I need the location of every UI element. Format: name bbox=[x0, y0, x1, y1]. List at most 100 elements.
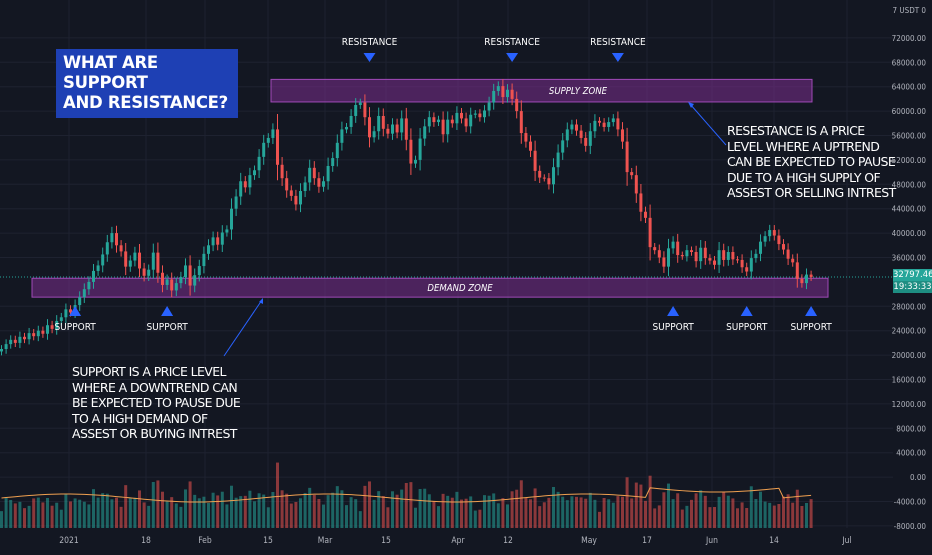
volume-bar bbox=[515, 489, 519, 528]
candle-body bbox=[800, 278, 804, 284]
volume-bar bbox=[13, 503, 17, 528]
candle-body bbox=[257, 156, 261, 171]
candle-body bbox=[786, 249, 790, 259]
note-line: ASSEST OR BUYING INTREST bbox=[72, 426, 237, 441]
volume-bar bbox=[657, 505, 661, 528]
candle-body bbox=[303, 182, 307, 192]
candle-body bbox=[662, 257, 666, 267]
volume-bar bbox=[717, 496, 721, 528]
candle-body bbox=[243, 181, 247, 188]
volume-bar bbox=[165, 501, 169, 528]
volume-bar bbox=[322, 504, 325, 528]
volume-bar bbox=[506, 504, 509, 528]
candle-body bbox=[524, 133, 528, 142]
candle-body bbox=[510, 89, 514, 99]
volume-bar bbox=[538, 506, 542, 528]
candle-body bbox=[220, 232, 224, 245]
volume-bar bbox=[243, 495, 247, 528]
volume-bar bbox=[736, 508, 739, 528]
candle-body bbox=[326, 166, 330, 182]
candle-body bbox=[584, 137, 588, 146]
candle-body bbox=[239, 181, 243, 197]
volume-bar bbox=[690, 499, 693, 528]
demand-zone-band bbox=[31, 277, 829, 298]
candle-body bbox=[142, 268, 146, 276]
candle-body bbox=[529, 141, 532, 151]
candle-body bbox=[542, 177, 546, 179]
volume-bar bbox=[648, 475, 652, 528]
candle-body bbox=[46, 325, 49, 334]
volume-bar bbox=[414, 507, 417, 528]
candle-body bbox=[193, 275, 197, 286]
candle-body bbox=[437, 119, 440, 123]
volume-bar bbox=[225, 504, 229, 528]
time-tick-label: 15 bbox=[381, 536, 391, 546]
volume-bar bbox=[588, 492, 592, 528]
volume-bar bbox=[220, 491, 224, 528]
volume-bar bbox=[533, 488, 537, 528]
volume-bar bbox=[621, 496, 624, 528]
volume-bar bbox=[395, 494, 399, 528]
price-tick-label: 0.00 bbox=[910, 473, 926, 482]
candle-body bbox=[124, 251, 128, 267]
volume-bar bbox=[473, 510, 477, 528]
volume-bar bbox=[478, 509, 482, 528]
volume-bars bbox=[0, 462, 813, 528]
candle-body bbox=[335, 142, 339, 159]
volume-bar bbox=[386, 507, 390, 528]
candle-body bbox=[363, 102, 367, 118]
price-tick-label: 28000.00 bbox=[892, 302, 927, 311]
volume-bar bbox=[82, 501, 86, 528]
candle-body bbox=[4, 344, 8, 349]
price-axis: 72000.00 68000.00 64000.00 60000.00 56000.00… bbox=[892, 6, 927, 531]
candle-body bbox=[809, 274, 813, 278]
candle-body bbox=[432, 117, 436, 123]
volume-bar bbox=[234, 497, 238, 528]
volume-bar bbox=[644, 500, 647, 528]
volume-bar bbox=[409, 482, 413, 528]
candle-countdown-tag: 19:33:33 bbox=[893, 281, 932, 293]
candle-body bbox=[552, 167, 555, 185]
candle-body bbox=[50, 325, 54, 329]
candle-body bbox=[593, 120, 597, 132]
candle-body bbox=[18, 336, 22, 343]
price-tick-label: 16000.00 bbox=[892, 376, 927, 385]
volume-bar bbox=[437, 506, 440, 528]
candle-body bbox=[763, 236, 767, 242]
volume-bar bbox=[671, 499, 675, 528]
candle-body bbox=[621, 129, 624, 142]
volume-bar bbox=[759, 491, 762, 528]
volume-bar bbox=[570, 496, 574, 528]
volume-bar bbox=[207, 503, 210, 528]
support-up-arrow bbox=[161, 306, 174, 316]
candle-body bbox=[713, 260, 716, 265]
volume-bar bbox=[345, 505, 348, 528]
candle-body bbox=[772, 230, 776, 236]
volume-bar bbox=[432, 501, 436, 528]
title-line: AND RESISTANCE? bbox=[63, 93, 228, 112]
candle-body bbox=[156, 252, 160, 273]
volume-bar bbox=[529, 499, 532, 528]
volume-bar bbox=[18, 501, 22, 528]
volume-bar bbox=[115, 497, 118, 528]
price-tick-label: 4000.00 bbox=[896, 449, 926, 458]
candle-body bbox=[492, 90, 496, 103]
volume-bar bbox=[598, 511, 601, 528]
volume-bar bbox=[639, 484, 643, 528]
support-up-arrow bbox=[667, 306, 680, 316]
volume-bar bbox=[78, 499, 82, 528]
candle-body bbox=[473, 113, 477, 115]
candle-body bbox=[147, 269, 151, 276]
price-tick-label: 12000.00 bbox=[892, 400, 927, 409]
candle-body bbox=[611, 118, 615, 123]
candle-body bbox=[294, 195, 298, 205]
candle-body bbox=[170, 279, 174, 291]
candle-body bbox=[639, 193, 643, 212]
volume-bar bbox=[616, 496, 620, 528]
volume-bar bbox=[41, 502, 45, 528]
candle-body bbox=[722, 250, 726, 260]
candle-body bbox=[736, 259, 739, 261]
volume-bar bbox=[179, 506, 183, 528]
volume-bar bbox=[0, 511, 3, 528]
volume-bar bbox=[271, 492, 275, 528]
